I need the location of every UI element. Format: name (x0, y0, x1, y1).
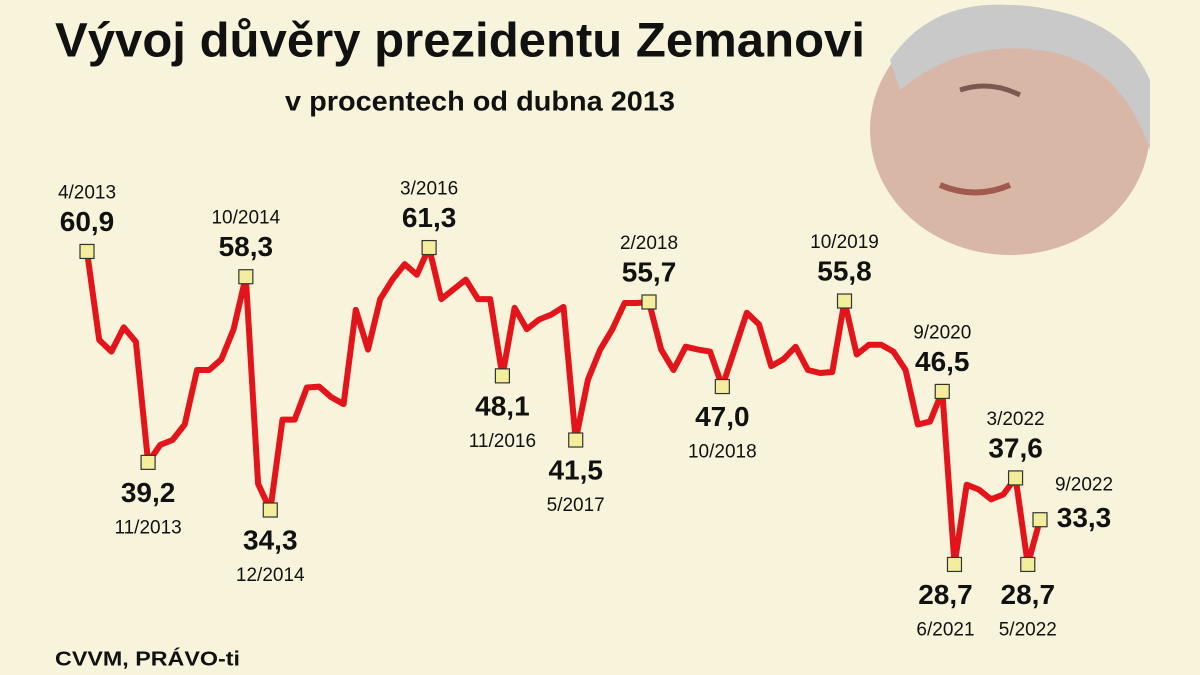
value-label: 58,3 (219, 231, 274, 262)
date-label: 3/2022 (987, 409, 1045, 430)
date-label: 10/2019 (810, 232, 879, 253)
point-marker (238, 269, 254, 285)
point-marker (1020, 556, 1036, 573)
brow (959, 83, 1022, 98)
date-label: 12/2014 (236, 565, 305, 586)
date-label: 9/2020 (913, 322, 971, 343)
chart-title: Vývoj důvěry prezidentu Zemanovi (55, 15, 865, 68)
value-label: 41,5 (548, 454, 603, 485)
value-label: 37,6 (988, 432, 1043, 463)
date-label: 10/2014 (211, 208, 280, 229)
point-marker (140, 454, 156, 470)
date-label: 11/2013 (114, 517, 181, 538)
value-label: 47,0 (695, 401, 750, 432)
value-label: 28,7 (918, 579, 973, 610)
point-marker (568, 432, 584, 448)
point-marker (641, 294, 657, 310)
date-label: 2/2018 (620, 233, 678, 254)
point-marker (1007, 470, 1024, 486)
value-label: 33,3 (1057, 502, 1112, 533)
date-label: 5/2017 (547, 495, 605, 516)
value-label: 55,7 (622, 256, 677, 287)
point-marker (262, 502, 278, 518)
date-label: 5/2022 (999, 619, 1057, 640)
date-label: 9/2022 (1055, 475, 1113, 496)
mouth (938, 182, 1012, 196)
point-marker (946, 556, 963, 573)
point-marker (421, 239, 437, 256)
date-label: 11/2016 (469, 431, 536, 452)
value-label: 39,2 (121, 477, 176, 508)
face (870, 5, 1150, 255)
point-marker (714, 378, 730, 395)
point-marker (934, 383, 950, 400)
value-label: 46,5 (915, 346, 970, 377)
value-label: 55,8 (817, 255, 872, 286)
point-marker (494, 368, 511, 384)
source: CVVM, PRÁVO-ti (55, 647, 240, 670)
value-label: 60,9 (60, 206, 115, 237)
date-label: 3/2016 (400, 179, 458, 200)
point-marker (1032, 512, 1048, 528)
date-label: 6/2021 (916, 619, 974, 640)
value-label: 48,1 (475, 390, 530, 421)
point-marker (836, 293, 853, 309)
chart-subtitle: v procentech od dubna 2013 (285, 85, 675, 116)
point-marker (79, 243, 95, 260)
hair (890, 4, 1150, 150)
date-label: 4/2013 (58, 182, 116, 203)
value-label: 61,3 (402, 202, 457, 233)
value-label: 34,3 (243, 524, 298, 555)
value-label: 28,7 (1001, 579, 1056, 610)
portrait (870, 4, 1150, 255)
date-label: 10/2018 (688, 442, 757, 463)
